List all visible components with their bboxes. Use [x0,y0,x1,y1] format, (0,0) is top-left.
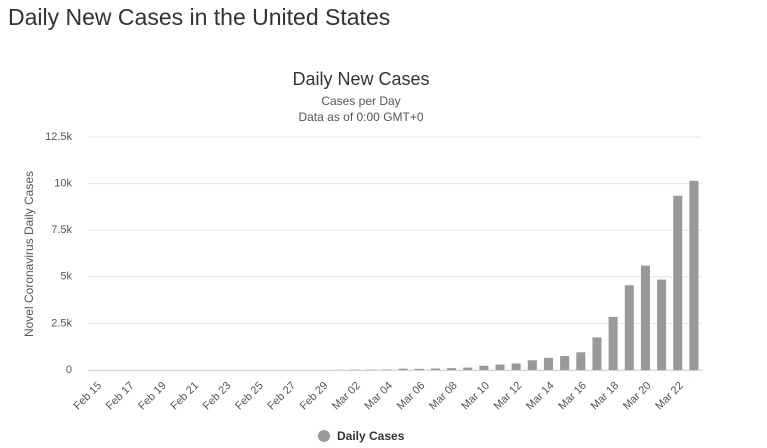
x-tick-label: Feb 25 [233,380,266,413]
bar [624,285,634,370]
y-tick-label: 10k [54,178,72,190]
x-tick-label: Feb 15 [72,380,105,413]
x-tick-label: Feb 27 [265,380,298,413]
bar [608,316,618,370]
x-tick-label: Feb 21 [168,380,201,413]
bar [414,368,424,370]
x-tick-label: Feb 19 [136,380,169,413]
bar [430,368,440,370]
x-tick-label: Mar 02 [330,380,363,413]
y-axis-label: Novel Coronavirus Daily Cases [22,171,36,337]
x-tick-label: Mar 06 [395,380,428,413]
chart-title: Daily New Cases [292,69,429,89]
y-tick-label: 2.5k [51,317,72,329]
bar [495,364,505,370]
bar [673,195,683,370]
y-tick-label: 5k [60,271,72,283]
x-tick-label: Mar 14 [524,380,557,413]
bar [640,265,650,370]
chart-subtitle: Data as of 0:00 GMT+0 [298,110,423,124]
y-tick-label: 0 [66,364,72,376]
x-tick-label: Mar 16 [556,380,589,413]
legend-marker [318,430,330,442]
x-tick-label: Feb 23 [201,380,234,413]
bar [657,279,667,370]
bar [463,367,473,370]
bar [447,368,457,370]
bar [576,352,586,370]
bar [511,363,521,370]
x-tick-label: Mar 10 [459,380,492,413]
bar [479,365,489,370]
x-tick-label: Mar 18 [589,380,622,413]
page-title: Daily New Cases in the United States [8,4,391,30]
bar [543,357,554,370]
legend-label: Daily Cases [337,429,405,443]
bar [560,356,570,370]
y-tick-label: 12.5k [45,131,72,143]
x-tick-label: Mar 20 [621,380,654,413]
bar [527,360,537,370]
x-tick-label: Mar 04 [362,380,395,413]
bar [398,368,408,370]
x-tick-label: Mar 12 [492,380,525,413]
x-tick-label: Feb 17 [104,380,137,413]
chart-subtitle: Cases per Day [321,94,400,108]
bar [592,337,602,370]
x-tick-label: Feb 29 [298,380,331,413]
y-tick-label: 7.5k [51,224,72,236]
x-tick-label: Mar 22 [653,380,686,413]
bar [689,180,699,370]
x-tick-label: Mar 08 [427,380,460,413]
bar [382,369,392,370]
